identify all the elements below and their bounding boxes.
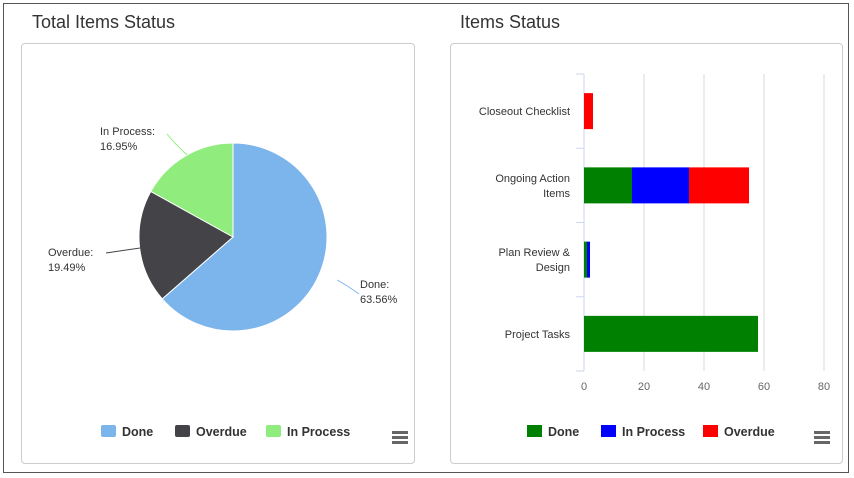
hamburger-icon-line — [392, 441, 408, 444]
legend-label: In Process — [622, 425, 685, 439]
bar-chart-card: 0 20 40 60 80 Closeout Checklist Ongoing Actio… — [450, 43, 843, 464]
category-label: Closeout Checklist — [479, 106, 570, 118]
legend-item-in-process[interactable]: In Process — [601, 425, 685, 439]
legend-item-in-process[interactable]: In Process — [266, 425, 350, 439]
pie-value-done: 63.56% — [360, 294, 398, 306]
bar-chart: 0 20 40 60 80 Closeout Checklist Ongoing Actio… — [479, 73, 830, 444]
pie-section-title: Total Items Status — [32, 12, 176, 32]
hamburger-icon-line — [814, 441, 830, 444]
pie-label-done: Done: — [360, 279, 389, 291]
hamburger-icon-line — [392, 431, 408, 434]
bar-overdue-ongoing-action-items[interactable] — [689, 167, 749, 204]
legend-label: Overdue — [196, 425, 247, 439]
pie-label-in-process: In Process: — [100, 126, 155, 138]
pie-chart-card: Done: 63.56% Overdue: 19.49% In Process: 16.9… — [21, 43, 415, 464]
x-tick-label: 40 — [698, 381, 710, 393]
pie-slice-in-process[interactable] — [150, 142, 234, 238]
bar-section-title: Items Status — [460, 12, 561, 32]
chart-menu-button[interactable] — [814, 431, 830, 444]
chart-menu-button[interactable] — [392, 431, 408, 444]
legend-swatch — [527, 425, 542, 437]
legend-item-done[interactable]: Done — [101, 425, 153, 439]
legend-swatch — [175, 425, 190, 437]
bar-done-plan-review-design[interactable] — [584, 241, 587, 278]
category-label: Plan Review & — [498, 247, 570, 259]
category-label: Ongoing Action — [495, 173, 570, 185]
x-tick-label: 80 — [818, 381, 830, 393]
hamburger-icon-line — [392, 436, 408, 439]
legend-item-overdue[interactable]: Overdue — [703, 425, 775, 439]
pie-connector-overdue — [105, 247, 141, 254]
pie-value-overdue: 19.49% — [48, 262, 86, 274]
bar-done-ongoing-action-items[interactable] — [584, 167, 632, 204]
bar-in-process-ongoing-action-items[interactable] — [632, 167, 689, 204]
legend-item-done[interactable]: Done — [527, 425, 579, 439]
legend-label: Done — [548, 425, 579, 439]
category-label: Design — [536, 262, 570, 274]
pie-connector-in-process — [166, 133, 188, 156]
legend-label: Done — [122, 425, 153, 439]
legend-swatch — [703, 425, 718, 437]
legend-swatch — [601, 425, 616, 437]
hamburger-icon-line — [814, 431, 830, 434]
x-tick-label: 20 — [638, 381, 650, 393]
legend-label: In Process — [287, 425, 350, 439]
pie-slice-done[interactable] — [161, 142, 328, 332]
bar-overdue-closeout-checklist[interactable] — [584, 93, 593, 130]
category-label: Items — [543, 188, 570, 200]
legend-item-overdue[interactable]: Overdue — [175, 425, 247, 439]
bar-done-project-tasks[interactable] — [584, 315, 758, 352]
legend-swatch — [266, 425, 281, 437]
hamburger-icon-line — [814, 436, 830, 439]
legend-swatch — [101, 425, 116, 437]
pie-chart: Done: 63.56% Overdue: 19.49% In Process: 16.9… — [48, 126, 408, 444]
x-tick-label: 0 — [581, 381, 587, 393]
category-label: Project Tasks — [505, 329, 571, 341]
bar-in-process-plan-review-design[interactable] — [587, 241, 590, 278]
x-tick-label: 60 — [758, 381, 770, 393]
legend-label: Overdue — [724, 425, 775, 439]
pie-connector-done — [336, 279, 360, 295]
pie-label-overdue: Overdue: — [48, 247, 93, 259]
pie-slice-overdue[interactable] — [138, 190, 234, 300]
pie-value-in-process: 16.95% — [100, 141, 138, 153]
